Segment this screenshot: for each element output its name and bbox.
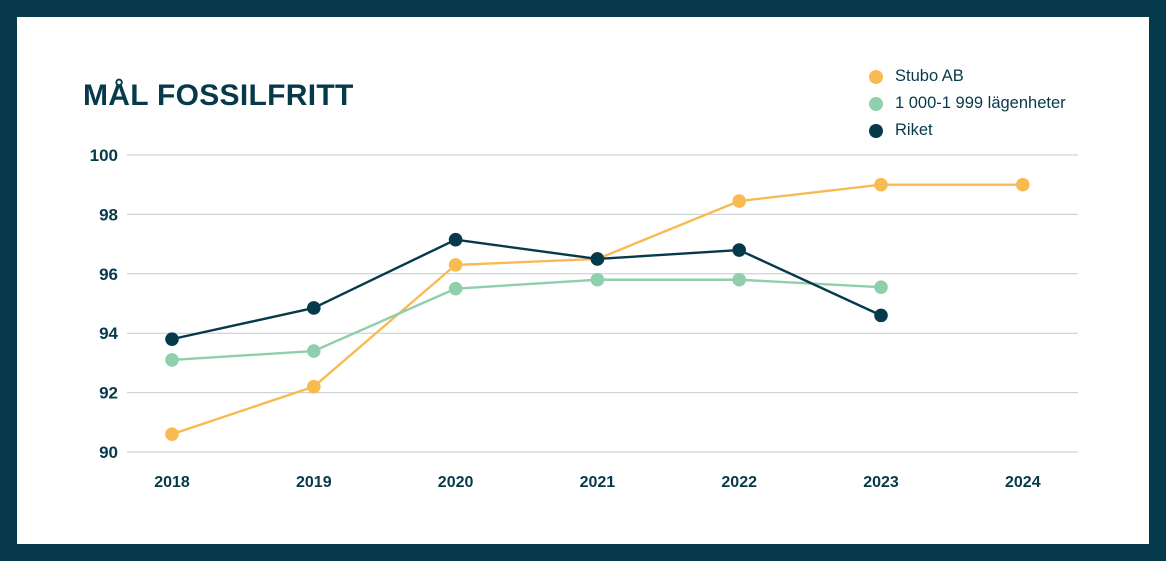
x-tick-label: 2022	[721, 474, 757, 491]
data-point-series-2	[165, 332, 179, 346]
data-point-series-1	[590, 272, 605, 287]
legend-label-size-group: 1 000-1 999 lägenheter	[895, 94, 1066, 112]
x-tick-label: 2019	[296, 474, 332, 491]
chart-title: MÅL FOSSILFRITT	[83, 79, 354, 112]
x-tick-label: 2023	[863, 474, 899, 491]
y-tick-label: 94	[99, 324, 118, 343]
data-point-series-0	[307, 379, 321, 394]
series-line-2	[171, 238, 882, 341]
data-point-series-2	[732, 243, 746, 257]
y-tick-label: 92	[99, 384, 118, 403]
legend: Stubo AB 1 000-1 999 lägenheter Riket	[869, 63, 1066, 144]
y-tick-label: 100	[90, 146, 118, 165]
y-tick-label: 90	[99, 443, 118, 462]
series-line-1	[171, 278, 882, 362]
data-point-series-1	[448, 281, 463, 296]
data-point-series-0	[732, 194, 746, 208]
legend-item: Stubo AB	[869, 63, 1066, 90]
series-line-0	[171, 183, 1023, 436]
data-point-series-1	[874, 280, 888, 294]
legend-marker-riket	[869, 123, 883, 138]
legend-marker-size-group	[869, 96, 883, 111]
data-point-series-1	[307, 344, 321, 358]
x-tick-label: 2020	[438, 474, 474, 491]
data-point-series-0	[165, 427, 179, 441]
legend-item: Riket	[869, 117, 1066, 144]
data-point-series-2	[307, 301, 321, 315]
data-point-series-1	[732, 272, 746, 287]
data-point-series-0	[1016, 177, 1030, 192]
y-tick-label: 96	[99, 265, 118, 284]
data-point-series-0	[874, 177, 888, 192]
x-tick-label: 2021	[580, 474, 616, 491]
legend-label-riket: Riket	[895, 121, 933, 139]
y-tick-label: 98	[99, 205, 118, 224]
data-point-series-2	[874, 308, 888, 323]
data-point-series-0	[448, 258, 463, 272]
data-point-series-2	[448, 232, 463, 247]
data-point-series-1	[165, 353, 179, 367]
x-tick-label: 2018	[154, 474, 190, 491]
data-point-series-2	[590, 252, 605, 266]
legend-marker-stubo	[869, 69, 883, 84]
legend-label-stubo: Stubo AB	[895, 67, 964, 85]
chart-card: MÅL FOSSILFRITT Stubo AB 1 000-1 999 läg…	[17, 17, 1149, 544]
x-tick-label: 2024	[1005, 474, 1041, 491]
line-chart: 90 92 94 96 98 100 2018 2019 2020 2021 2022 2023 202…	[90, 146, 1078, 491]
legend-item: 1 000-1 999 lägenheter	[869, 90, 1066, 117]
